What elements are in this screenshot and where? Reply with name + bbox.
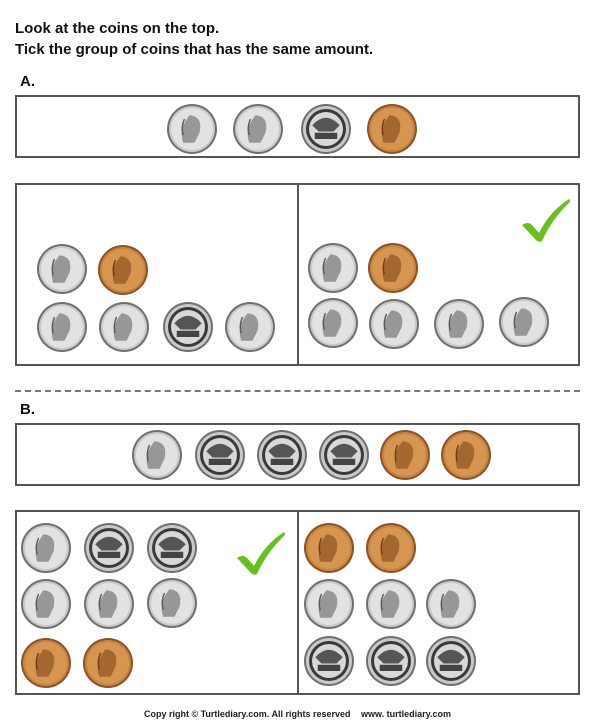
section-b-target-quarter-coin-3	[257, 430, 307, 480]
section-b-target-quarter-coin-4	[319, 430, 369, 480]
section-b-right-quarter-coin-8	[426, 636, 476, 686]
footer-copyright: Copy right © Turtlediary.com. All rights…	[143, 709, 351, 719]
section-b-left-quarter-coin-3	[147, 523, 197, 573]
section-a-left-dime-coin-4	[99, 302, 149, 352]
section-b-label: B.	[20, 401, 35, 418]
section-a-right-nickel-coin-3	[308, 298, 358, 348]
instruction-line-1: Look at the coins on the top.	[15, 20, 220, 37]
section-b-left-nickel-coin-1	[21, 523, 71, 573]
section-b-target-box	[15, 423, 580, 486]
section-b-right-nickel-coin-5	[426, 579, 476, 629]
section-b-checkmark-icon	[237, 532, 285, 575]
footer-site-link[interactable]: www. turtlediary.com	[361, 709, 452, 719]
section-a-left-dime-coin-6	[225, 302, 275, 352]
section-b-target-penny-coin-6	[441, 430, 491, 480]
section-b-left-nickel-coin-6	[147, 578, 197, 628]
section-a-right-dime-coin-4	[369, 299, 419, 349]
section-a-left-quarter-coin-5	[163, 302, 213, 352]
section-b-right-dime-coin-3	[304, 579, 354, 629]
section-a-left-nickel-coin-1	[37, 244, 87, 294]
section-a-right-nickel-coin-5	[434, 299, 484, 349]
section-b-left-quarter-coin-2	[84, 523, 134, 573]
section-a-right-penny-coin-2	[368, 243, 418, 293]
section-a-divider	[297, 183, 299, 366]
section-a-left-nickel-coin-3	[37, 302, 87, 352]
section-b-left-dime-coin-4	[21, 579, 71, 629]
section-b-left-dime-coin-5	[84, 579, 134, 629]
section-a-target-nickel-coin-2	[233, 104, 283, 154]
section-b-right-quarter-coin-7	[366, 636, 416, 686]
section-a-target-nickel-coin-1	[167, 104, 217, 154]
section-b-target-quarter-coin-2	[195, 430, 245, 480]
section-b-right-quarter-coin-6	[304, 636, 354, 686]
section-b-right-penny-coin-2	[366, 523, 416, 573]
section-a-label: A.	[20, 73, 35, 90]
section-a-right-nickel-coin-1	[308, 243, 358, 293]
section-b-target-nickel-coin-1	[132, 430, 182, 480]
section-a-target-quarter-coin-3	[301, 104, 351, 154]
section-a-checkmark-icon	[522, 199, 570, 242]
section-a-right-dime-coin-6	[499, 297, 549, 347]
section-a-left-penny-coin-2	[98, 245, 148, 295]
section-b-right-penny-coin-1	[304, 523, 354, 573]
section-a-target-box	[15, 95, 580, 158]
footer: Copy right © Turtlediary.com. All rights…	[0, 709, 595, 719]
section-b-right-dime-coin-4	[366, 579, 416, 629]
section-b-divider	[297, 510, 299, 695]
instruction-line-2: Tick the group of coins that has the sam…	[15, 41, 374, 58]
section-b-left-penny-coin-7	[21, 638, 71, 688]
section-a-target-penny-coin-4	[367, 104, 417, 154]
section-b-target-penny-coin-5	[380, 430, 430, 480]
dashed-divider	[15, 390, 580, 392]
section-b-left-penny-coin-8	[83, 638, 133, 688]
